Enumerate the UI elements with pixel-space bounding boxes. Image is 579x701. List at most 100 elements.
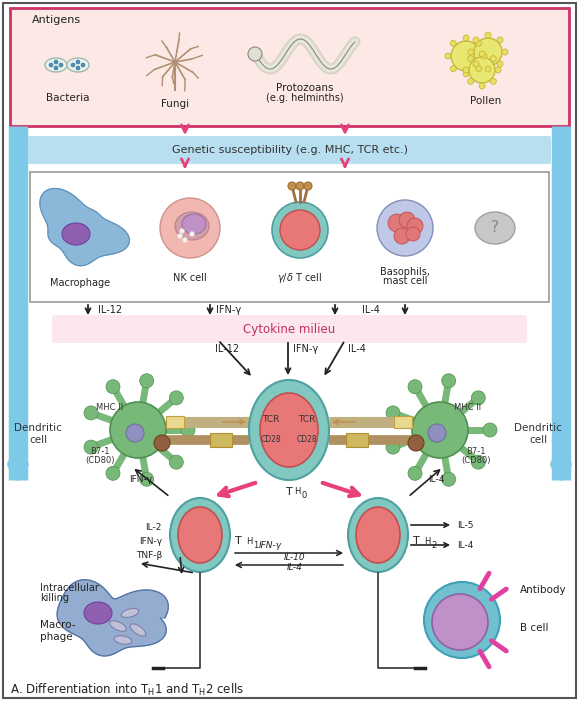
- Text: IL-4: IL-4: [457, 540, 474, 550]
- Text: Dendritic: Dendritic: [14, 423, 62, 433]
- Text: (CD80): (CD80): [85, 456, 115, 465]
- Text: IFN-γ: IFN-γ: [293, 344, 318, 354]
- Text: $\gamma$/$\delta$ T cell: $\gamma$/$\delta$ T cell: [277, 271, 323, 285]
- Text: CD28: CD28: [296, 435, 317, 444]
- Circle shape: [463, 67, 469, 73]
- Circle shape: [424, 582, 500, 658]
- Text: IL-12: IL-12: [98, 305, 122, 315]
- Circle shape: [182, 238, 188, 243]
- Circle shape: [106, 380, 120, 394]
- Circle shape: [110, 402, 166, 458]
- Ellipse shape: [84, 602, 112, 624]
- Ellipse shape: [109, 621, 126, 632]
- Circle shape: [386, 440, 400, 454]
- Text: B cell: B cell: [520, 623, 548, 633]
- Text: IL-5: IL-5: [457, 521, 474, 529]
- Text: H: H: [294, 487, 301, 496]
- Circle shape: [154, 435, 170, 451]
- Text: (CD80): (CD80): [461, 456, 491, 465]
- Circle shape: [490, 79, 496, 84]
- Text: H: H: [424, 536, 430, 545]
- Circle shape: [497, 61, 503, 67]
- Text: Fungi: Fungi: [161, 99, 189, 109]
- Text: Dendritic: Dendritic: [514, 423, 562, 433]
- Text: H: H: [246, 536, 252, 545]
- Circle shape: [288, 182, 296, 190]
- Circle shape: [248, 47, 262, 61]
- Circle shape: [178, 233, 182, 238]
- Circle shape: [495, 67, 501, 73]
- Circle shape: [474, 38, 502, 66]
- Text: A. Differentiation into $\mathregular{T_{H}1}$ and $\mathregular{T_{H}2}$ cells: A. Differentiation into $\mathregular{T_…: [10, 682, 244, 698]
- Circle shape: [473, 37, 479, 43]
- Text: TCR: TCR: [262, 416, 280, 425]
- Circle shape: [76, 66, 80, 70]
- Circle shape: [450, 40, 456, 46]
- Circle shape: [463, 35, 469, 41]
- Text: IL-4: IL-4: [428, 475, 444, 484]
- Circle shape: [272, 202, 328, 258]
- Circle shape: [463, 71, 469, 77]
- Circle shape: [84, 440, 98, 454]
- Text: NK cell: NK cell: [173, 273, 207, 283]
- Text: cell: cell: [529, 435, 547, 445]
- Bar: [394, 416, 412, 428]
- Circle shape: [502, 49, 508, 55]
- Bar: [30, 172, 549, 302]
- Text: 2: 2: [431, 540, 436, 550]
- Circle shape: [304, 182, 312, 190]
- Circle shape: [140, 472, 153, 486]
- Circle shape: [476, 66, 482, 72]
- Circle shape: [169, 455, 184, 469]
- Circle shape: [450, 66, 456, 72]
- Polygon shape: [40, 189, 129, 266]
- Ellipse shape: [130, 624, 146, 636]
- Text: Antibody: Antibody: [520, 585, 567, 595]
- Text: B7-1: B7-1: [466, 447, 486, 456]
- Circle shape: [407, 218, 423, 234]
- Text: CD28: CD28: [261, 435, 281, 444]
- Text: Antigens: Antigens: [32, 15, 81, 25]
- Ellipse shape: [62, 223, 90, 245]
- Ellipse shape: [348, 498, 408, 572]
- Text: MHC II: MHC II: [455, 404, 482, 412]
- Text: Cytokine milieu: Cytokine milieu: [243, 322, 336, 336]
- Text: killing: killing: [40, 593, 69, 603]
- Text: 1: 1: [253, 540, 258, 550]
- Text: Protozoans: Protozoans: [276, 83, 334, 93]
- Circle shape: [471, 391, 485, 405]
- Circle shape: [189, 231, 195, 236]
- Circle shape: [481, 53, 487, 59]
- Circle shape: [412, 402, 468, 458]
- Ellipse shape: [260, 393, 318, 467]
- Text: IL-4: IL-4: [287, 562, 303, 571]
- Circle shape: [280, 210, 320, 250]
- Circle shape: [471, 455, 485, 469]
- Circle shape: [179, 229, 185, 233]
- Circle shape: [468, 55, 474, 62]
- Circle shape: [479, 83, 485, 89]
- Text: IL-4: IL-4: [362, 305, 380, 315]
- Circle shape: [106, 466, 120, 480]
- Bar: [10, 8, 569, 126]
- Text: Pollen: Pollen: [470, 96, 501, 106]
- Text: MHC II: MHC II: [97, 404, 123, 412]
- Circle shape: [76, 60, 80, 64]
- Circle shape: [81, 63, 85, 67]
- Circle shape: [54, 66, 58, 70]
- Text: IL-2: IL-2: [146, 522, 162, 531]
- Circle shape: [84, 406, 98, 420]
- Text: IL-12: IL-12: [215, 344, 239, 354]
- Ellipse shape: [249, 380, 329, 480]
- Circle shape: [469, 57, 495, 83]
- Text: IFN-γ: IFN-γ: [258, 540, 281, 550]
- Text: Genetic susceptibility (e.g. MHC, TCR etc.): Genetic susceptibility (e.g. MHC, TCR et…: [171, 145, 408, 155]
- Text: T: T: [285, 487, 292, 497]
- Bar: [30, 138, 549, 162]
- Text: IL-4: IL-4: [348, 344, 366, 354]
- Text: B7-1: B7-1: [90, 447, 110, 456]
- FancyBboxPatch shape: [52, 315, 527, 343]
- Bar: [346, 433, 368, 447]
- Text: 0: 0: [301, 491, 306, 501]
- Circle shape: [473, 61, 479, 67]
